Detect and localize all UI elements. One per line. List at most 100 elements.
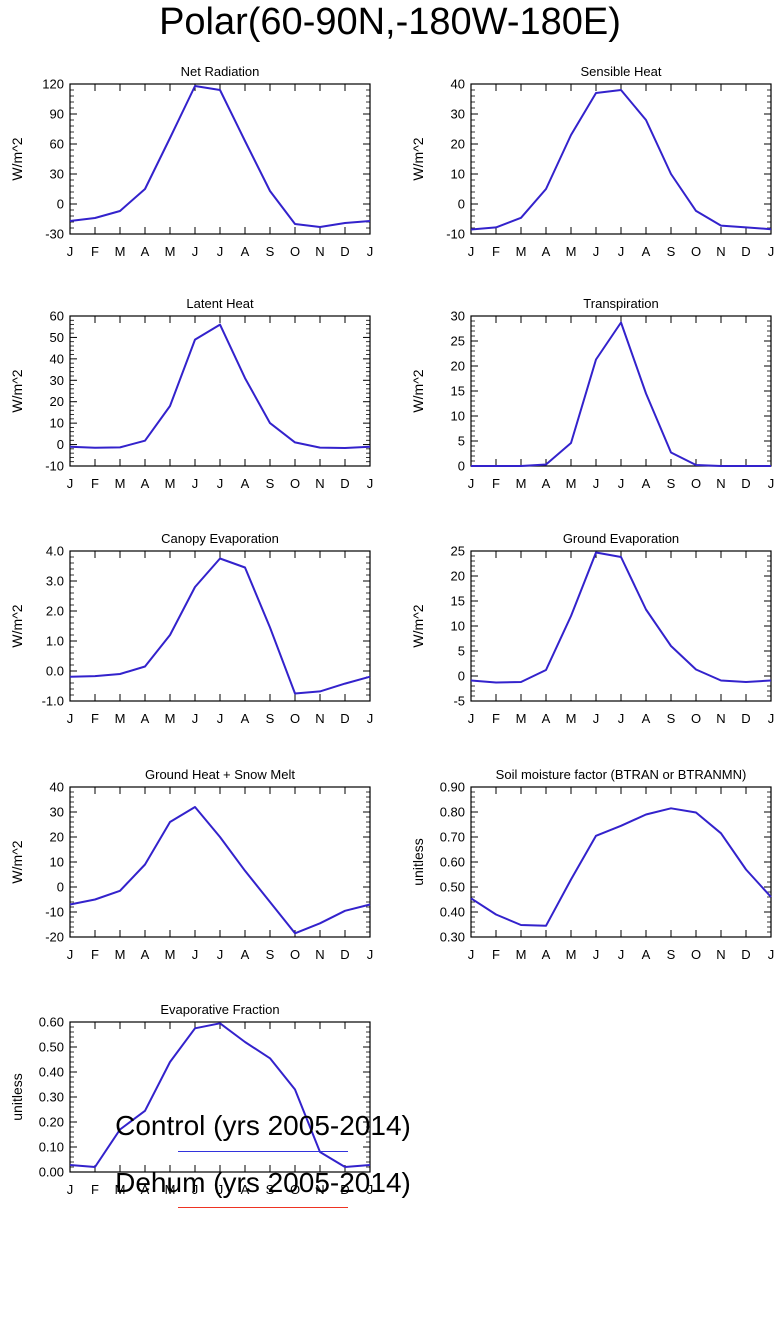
- x-tick-label: F: [91, 711, 99, 726]
- y-tick-label: 0: [458, 459, 465, 474]
- x-tick-label: S: [667, 947, 676, 962]
- panel-4: Canopy Evaporation -1.0 0.0 1.0 2.0 3.0 4.0 J F M…: [9, 531, 373, 726]
- x-tick-label: J: [67, 1182, 74, 1197]
- x-tick-label: A: [241, 947, 250, 962]
- y-axis-label: W/m^2: [410, 137, 426, 180]
- x-tick-label: D: [741, 947, 750, 962]
- x-tick-label: J: [768, 711, 775, 726]
- y-tick-label: 0: [57, 437, 64, 452]
- panel-6: Ground Heat + Snow Melt -20 -10 0 10 20 30 40 J F…: [9, 767, 373, 962]
- x-tick-label: J: [768, 947, 775, 962]
- x-tick-label: F: [492, 711, 500, 726]
- y-tick-label: 0.30: [440, 930, 465, 945]
- x-tick-label: M: [566, 711, 577, 726]
- x-tick-label: J: [192, 711, 199, 726]
- y-tick-label: -10: [45, 459, 64, 474]
- y-tick-label: 10: [451, 167, 465, 182]
- x-tick-label: M: [165, 711, 176, 726]
- y-tick-label: 15: [451, 384, 465, 399]
- y-tick-label: 15: [451, 594, 465, 609]
- y-tick-label: 25: [451, 544, 465, 559]
- panel-8: Evaporative Fraction 0.00 0.10 0.20 0.30 0.40…: [9, 1002, 373, 1197]
- x-tick-label: M: [165, 947, 176, 962]
- x-tick-label: F: [91, 947, 99, 962]
- x-tick-label: O: [691, 476, 701, 491]
- x-tick-label: S: [266, 711, 275, 726]
- y-tick-label: 40: [50, 351, 64, 366]
- x-tick-label: J: [593, 947, 600, 962]
- x-tick-label: A: [542, 244, 551, 259]
- y-tick-label: 0.30: [39, 1090, 64, 1105]
- series-line: [69, 85, 371, 228]
- series-line: [471, 321, 771, 467]
- y-tick-label: 10: [451, 619, 465, 634]
- x-tick-label: J: [217, 476, 224, 491]
- y-tick-label: 0.50: [39, 1040, 64, 1055]
- y-tick-label: 10: [451, 409, 465, 424]
- series-line: [69, 557, 371, 695]
- y-tick-label: 30: [451, 107, 465, 122]
- y-tick-label: 0: [57, 880, 64, 895]
- x-tick-label: A: [141, 244, 150, 259]
- panel-title: Transpiration: [583, 296, 658, 311]
- plot-frame: [470, 83, 772, 235]
- y-tick-label: -1.0: [42, 694, 64, 709]
- y-tick-label: 2.0: [46, 604, 64, 619]
- x-tick-label: J: [367, 947, 374, 962]
- y-axis-label: W/m^2: [410, 369, 426, 412]
- y-tick-label: 0.60: [440, 855, 465, 870]
- legend-control-line: [178, 1151, 348, 1152]
- x-tick-label: M: [566, 947, 577, 962]
- x-tick-label: J: [618, 244, 625, 259]
- x-tick-label: J: [593, 244, 600, 259]
- y-tick-label: 60: [50, 309, 64, 324]
- plot-frame: [69, 550, 371, 702]
- x-tick-label: J: [468, 476, 475, 491]
- y-tick-label: 0: [57, 197, 64, 212]
- x-tick-label: F: [91, 1182, 99, 1197]
- plot-frame: [69, 786, 371, 938]
- x-tick-label: J: [618, 947, 625, 962]
- x-tick-label: J: [367, 476, 374, 491]
- y-tick-label: -5: [453, 694, 465, 709]
- x-tick-label: A: [141, 711, 150, 726]
- x-tick-label: A: [642, 476, 651, 491]
- x-tick-label: M: [115, 244, 126, 259]
- x-tick-label: J: [192, 947, 199, 962]
- y-tick-label: 3.0: [46, 574, 64, 589]
- x-tick-label: A: [542, 711, 551, 726]
- x-tick-label: D: [741, 476, 750, 491]
- x-tick-label: J: [67, 711, 74, 726]
- x-tick-label: J: [768, 476, 775, 491]
- y-tick-label: 4.0: [46, 544, 64, 559]
- plot-frame: [470, 550, 772, 702]
- x-tick-label: J: [192, 244, 199, 259]
- panel-7: Soil moisture factor (BTRAN or BTRANMN) 0…: [410, 767, 774, 962]
- y-tick-label: 5: [458, 644, 465, 659]
- x-tick-label: J: [192, 476, 199, 491]
- x-tick-label: A: [141, 476, 150, 491]
- panel-title: Evaporative Fraction: [160, 1002, 279, 1017]
- x-tick-label: M: [115, 711, 126, 726]
- y-tick-label: 0.80: [440, 805, 465, 820]
- y-tick-label: 0.90: [440, 780, 465, 795]
- x-tick-label: J: [768, 244, 775, 259]
- x-tick-label: J: [618, 711, 625, 726]
- y-tick-label: 0.60: [39, 1015, 64, 1030]
- x-tick-label: S: [667, 711, 676, 726]
- panel-title: Canopy Evaporation: [161, 531, 279, 546]
- x-tick-label: O: [290, 244, 300, 259]
- x-tick-label: D: [741, 244, 750, 259]
- x-tick-label: A: [542, 947, 551, 962]
- y-tick-label: 30: [50, 167, 64, 182]
- x-tick-label: J: [367, 244, 374, 259]
- x-tick-label: F: [492, 947, 500, 962]
- y-tick-label: 120: [42, 77, 64, 92]
- y-tick-label: 0.0: [46, 664, 64, 679]
- x-tick-label: D: [340, 476, 349, 491]
- y-axis-label: W/m^2: [410, 604, 426, 647]
- y-tick-label: 20: [451, 137, 465, 152]
- x-tick-label: J: [618, 476, 625, 491]
